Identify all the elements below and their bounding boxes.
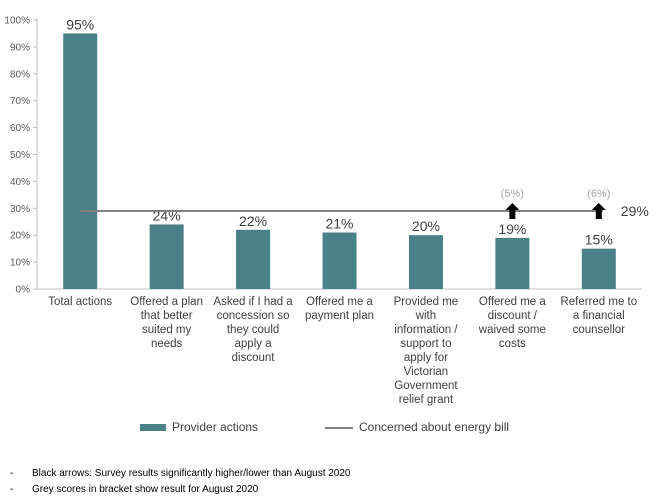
legend-swatch-line [325,426,353,429]
x-tick-label: with [415,310,436,322]
data-label: 24% [153,207,181,223]
bar [581,248,616,289]
x-tick-label: that better [141,310,193,322]
y-tick-label: 40% [10,177,30,188]
data-label: 95% [66,16,94,32]
y-tick-label: 80% [10,69,30,80]
significance-arrow-up [591,202,606,219]
x-tick-label: support to [400,338,451,350]
x-tick-label: Offered me a [306,296,374,308]
legend-label-concerned: Concerned about energy bill [359,420,510,434]
bar [408,235,443,289]
data-label: 20% [412,218,440,234]
x-tick-label: Government [394,380,458,392]
x-tick-label: information / [394,324,458,336]
legend-item-concerned: Concerned about energy bill [325,420,509,434]
previous-score-label: (6%) [587,188,610,200]
y-tick-label: 50% [10,150,30,161]
data-label: 22% [239,213,267,229]
x-tick-label: concession so [217,310,290,322]
x-tick-label: counsellor [573,324,626,336]
footnote-text: Grey scores in bracket show result for A… [32,484,259,495]
data-label: 15% [585,232,613,248]
x-tick-label: waived some [478,324,546,336]
footnote-brackets: - Grey scores in bracket show result for … [10,482,351,498]
bar-chart: 0% 10% 20% 30% 40% 50% 60% 70% 80% 90% 100% 95% 24% 2… [4,16,649,407]
x-tick-label: payment plan [305,310,374,322]
bar [149,224,184,289]
y-tick-label: 60% [10,123,30,134]
x-tick-label: needs [151,338,183,350]
x-tick-label: Total actions [48,296,112,308]
y-tick-label: 70% [10,96,30,107]
y-tick-label: 100% [4,16,30,27]
x-tick-label: costs [499,338,526,350]
bar [236,229,271,289]
legend-item-provider-actions: Provider actions [140,420,258,434]
y-tick-label: 20% [10,231,30,242]
x-tick-label: discount [232,352,276,364]
y-tick-label: 10% [10,258,30,269]
footnote-arrows: - Black arrows: Survey results significan… [10,466,351,482]
footnote-text: Black arrows: Survey results significant… [32,468,351,479]
x-tick-label: Victorian [404,366,449,378]
footnote-bullet: - [10,468,14,479]
significance-arrow-up [505,202,520,219]
previous-score-label: (5%) [501,188,524,200]
footnotes: - Black arrows: Survey results significan… [10,466,351,498]
x-tick-label: Asked if I had a [213,296,293,308]
legend-label-provider-actions: Provider actions [172,420,259,434]
bar [495,237,530,289]
y-tick-label: 30% [10,204,30,215]
x-tick-label: they could [227,324,279,336]
x-tick-label: Referred me to [560,296,637,308]
reference-line-label: 29% [621,203,649,219]
x-tick-label: a financial [573,310,625,322]
x-tick-label: suited my [142,324,191,336]
x-tick-label: apply a [235,338,273,350]
bar [63,33,98,290]
legend-swatch-bar [140,424,166,432]
x-tick-label: Offered me a [479,296,547,308]
data-label: 19% [498,221,526,237]
x-tick-label: Provided me [394,296,459,308]
x-tick-label: relief grant [399,394,454,406]
y-tick-label: 90% [10,42,30,53]
bar [322,232,357,289]
x-tick-label: apply for [404,352,448,364]
x-tick-label: discount / [488,310,538,322]
x-tick-label: Offered a plan [130,296,203,308]
y-tick-label: 0% [16,285,31,296]
data-label: 21% [325,216,353,232]
footnote-bullet: - [10,484,14,495]
